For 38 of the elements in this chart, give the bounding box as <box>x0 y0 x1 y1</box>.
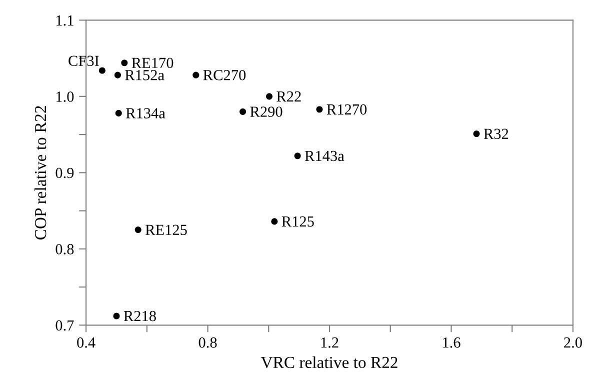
text: 2.0 <box>564 337 582 348</box>
y-tick-label: 0.7 <box>56 320 74 331</box>
annotation: R134a <box>126 108 166 118</box>
point <box>98 67 106 74</box>
point <box>316 106 323 113</box>
annotation: R152a <box>125 70 164 80</box>
x-tick-label: 1.6 <box>443 337 460 348</box>
point <box>114 72 121 78</box>
annotation: R125 <box>282 216 314 227</box>
x-tick-label: 0.4 <box>77 337 96 348</box>
annotation: R218 <box>124 310 156 322</box>
point <box>192 72 200 78</box>
annotation: RE170 <box>132 58 174 68</box>
point <box>239 108 246 115</box>
annotation: RC270 <box>203 70 246 80</box>
point <box>266 93 273 100</box>
point <box>121 60 128 66</box>
annotation: R32 <box>484 128 508 139</box>
point <box>294 152 301 160</box>
point <box>115 110 122 116</box>
point <box>271 218 278 225</box>
point <box>113 312 120 320</box>
point <box>473 130 480 138</box>
x-tick-label: 1.2 <box>321 337 338 348</box>
annotation: R143a <box>304 150 344 162</box>
text: 1.0 <box>56 92 74 102</box>
point <box>134 226 142 234</box>
y-axis-title: COP relative to R22 <box>34 106 46 240</box>
y-tick-label: 1.1 <box>56 15 74 26</box>
x-tick-label: 0.8 <box>198 337 217 348</box>
annotation: R1270 <box>326 104 367 115</box>
annotation: CF3I <box>68 56 99 66</box>
x-axis-title: VRC relative to R22 <box>260 356 398 368</box>
y-tick-label: 0.9 <box>56 168 74 178</box>
annotation: R290 <box>250 106 282 117</box>
y-tick-label: 0.8 <box>56 244 74 254</box>
annotation: RE125 <box>145 224 187 236</box>
annotation: R22 <box>276 91 301 102</box>
